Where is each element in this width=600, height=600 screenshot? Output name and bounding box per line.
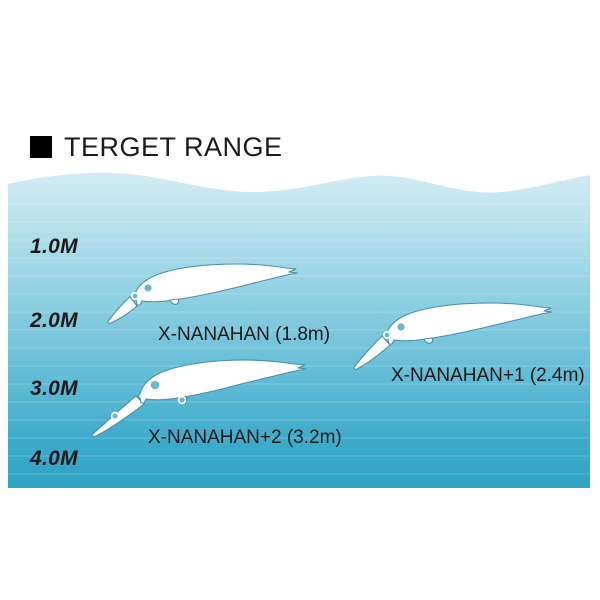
lure-caption-x-nanahan-plus-1: X-NANAHAN+1 (2.4m) [391,365,585,386]
square-bullet-icon [30,136,52,158]
depth-label-3: 3.0M [30,377,78,400]
lure-x-nanahan-plus-1[interactable] [350,298,560,376]
lure-body-icon [353,302,553,370]
lure-eye-icon [143,283,154,294]
lure-x-nanahan[interactable] [104,258,304,330]
lure-body-icon [107,263,298,324]
lure-x-nanahan-plus-2[interactable] [88,354,313,440]
page-title-label: TERGET RANGE [64,131,283,162]
lure-eye-icon [149,379,161,391]
page-title: TERGET RANGE [30,130,283,164]
line-tie-ring-icon [110,411,120,421]
line-tie-ring-icon [382,330,391,339]
lure-caption-x-nanahan-plus-2: X-NANAHAN+2 (3.2m) [148,427,342,448]
depth-label-2: 2.0M [30,309,78,332]
line-tie-ring-icon [130,291,139,300]
hook-hanger-ring-icon [177,395,187,405]
lure-body-icon [91,359,307,437]
lure-eye-icon [396,322,407,333]
water-depth-diagram: 1.0M 2.0M 3.0M 4.0M X-NANAHAN (1.8m) [8,170,590,488]
depth-label-4: 4.0M [30,447,78,470]
lure-caption-x-nanahan: X-NANAHAN (1.8m) [158,324,331,345]
depth-label-1: 1.0M [30,235,78,258]
